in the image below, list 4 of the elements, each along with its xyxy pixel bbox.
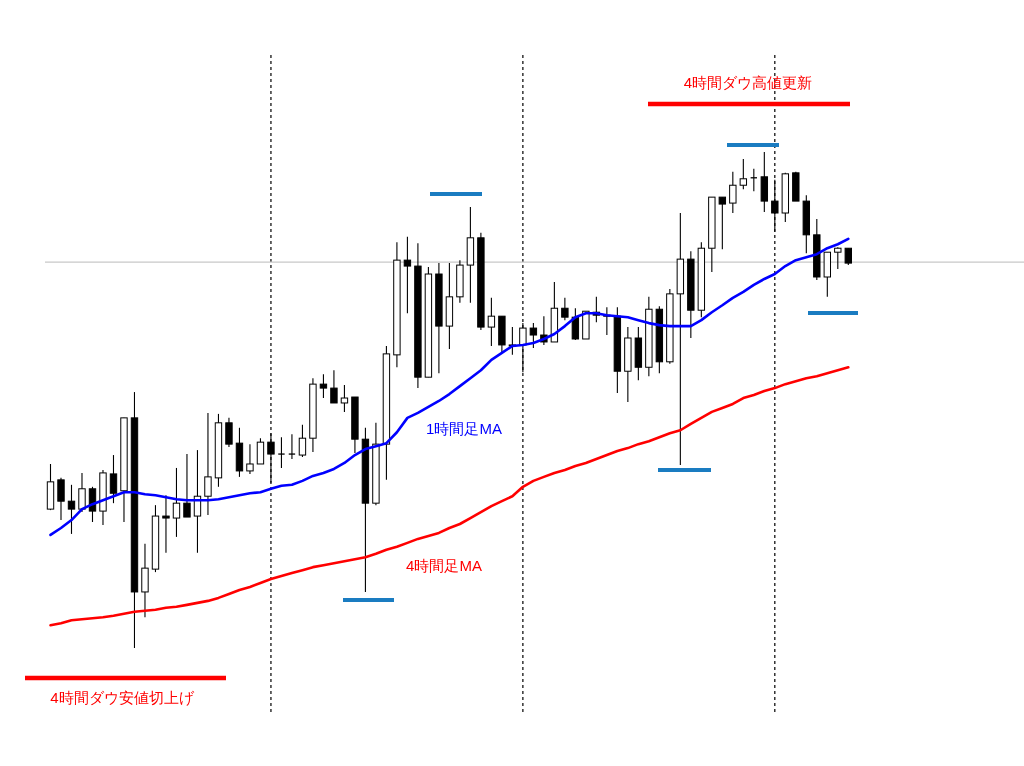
series-label: 1時間足MA: [426, 420, 502, 437]
text: 4時間ダウ高値更新: [683, 74, 813, 91]
text: 4時間ダウ安値切上げ: [50, 689, 195, 706]
series-label: 4時間足MA: [406, 557, 482, 574]
